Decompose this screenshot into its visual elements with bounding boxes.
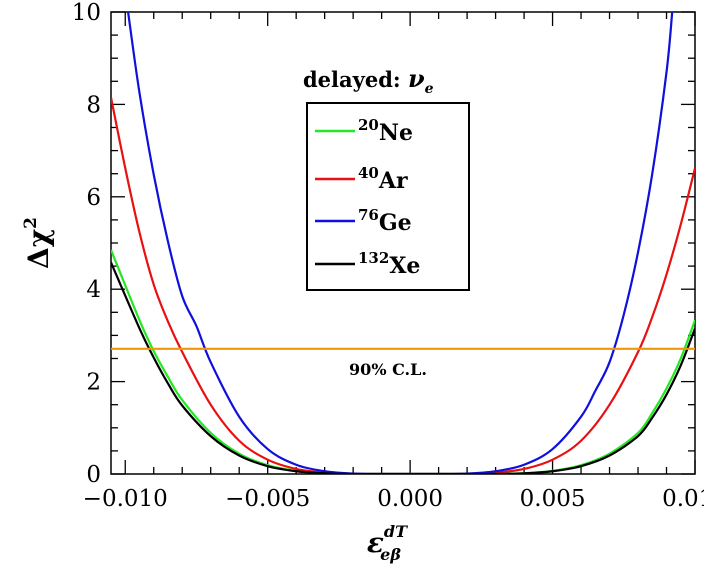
legend: delayed: νe 20Ne 40Ar 76Ge 132Xe: [303, 64, 470, 291]
y-tick-label: 4: [86, 277, 101, 303]
x-tick-label: 0.000: [377, 486, 443, 512]
x-axis-title: εdT eβ: [367, 522, 408, 564]
x-tick-label: −0.005: [225, 486, 310, 512]
y-axis-title-group: Δχ2: [21, 217, 55, 269]
series-line-xe: [111, 261, 695, 474]
series-line-ge: [127, 12, 674, 474]
y-tick-label: 8: [86, 92, 101, 118]
labels: Δχ2 εdT eβ: [21, 217, 408, 564]
x-tick-label: 0.010: [662, 486, 704, 512]
y-tick-label: 6: [86, 185, 101, 211]
y-tick-label: 10: [72, 0, 101, 26]
series-layer: [111, 12, 695, 474]
legend-label-ne: 20Ne: [358, 116, 413, 146]
x-tick-label: 0.005: [520, 486, 586, 512]
legend-label-xe: 132Xe: [358, 249, 420, 279]
legend-label-ar: 40Ar: [358, 164, 408, 194]
legend-title: delayed: νe: [303, 64, 434, 97]
y-tick-label: 2: [86, 370, 101, 396]
series-line-ar: [111, 97, 695, 474]
series-line-ne: [111, 249, 695, 474]
x-tick-label: −0.010: [83, 486, 168, 512]
reference-layer: 90% C.L.: [111, 347, 695, 379]
y-tick-label: 0: [86, 462, 101, 488]
y-axis-title: Δχ2: [21, 217, 55, 269]
legend-box: [306, 102, 470, 291]
legend-label-ge: 76Ge: [358, 206, 412, 236]
reference-line-label: 90% C.L.: [349, 360, 427, 379]
